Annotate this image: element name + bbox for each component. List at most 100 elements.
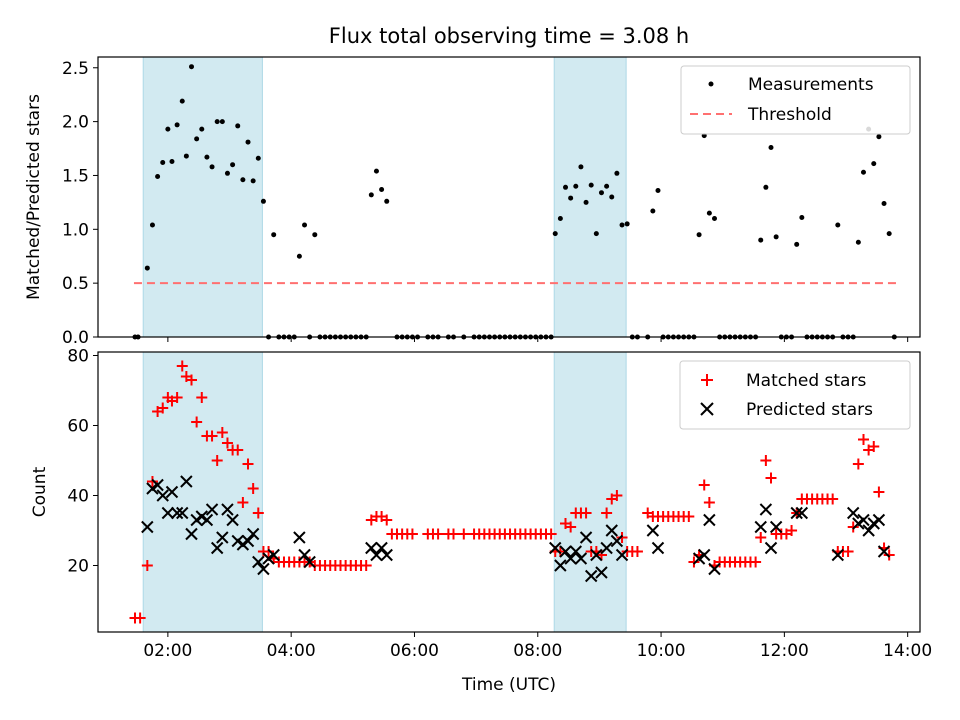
predicted-star-point [241,534,255,548]
predicted-star-point [610,534,624,548]
predicted-star-point [293,531,306,544]
measurement-point [260,198,266,204]
predicted-star-point-b [769,520,783,534]
measurement-point [169,158,175,164]
measurement-point [588,182,594,188]
matched-star-point [247,483,259,494]
matched-star-point [263,546,275,557]
matched-star-point [206,430,218,442]
measurement-point [650,208,656,214]
predicted-star-point-b [574,552,588,565]
predicted-star-point [754,520,767,534]
matched-star-point [698,479,710,491]
measurement-point [219,119,225,125]
legend-matched-label: Matched stars [746,371,866,391]
predicted-star-point [180,475,193,488]
bottom-y-label: 80 [67,347,89,367]
matched-star-point [211,455,223,466]
predicted-star-point [857,513,870,527]
predicted-star-point-b [569,545,582,558]
predicted-star-point-b [216,531,229,544]
predicted-star-point-b [795,506,809,520]
predicted-star-point [877,545,891,558]
top-y-label: 1.0 [62,220,89,240]
measurement-point [598,190,604,196]
predicted-star-point [221,503,234,516]
legend-predicted-marker [700,402,714,416]
legend-matched-plus [701,374,713,386]
matched-star-point [883,549,895,561]
matched-star-point [611,490,623,501]
matched-star-point [141,560,153,571]
measurement-point [624,221,630,227]
predicted-star-point [176,506,189,520]
top-y-axis-label: Matched/Predicted stars [24,94,44,300]
predicted-star-point-b [600,541,613,555]
matched-star-point [847,521,859,533]
measurement-point [271,232,277,238]
measurement-point [794,241,800,247]
predicted-star-point [226,513,239,527]
matched-star-point [595,549,607,561]
predicted-star-point [708,562,721,576]
predicted-star-point [303,555,316,569]
measurement-point [245,139,251,145]
predicted-star-point [200,513,214,527]
bottom-plot-frame [97,351,921,633]
measurement-point [578,164,584,170]
predicted-star-point [185,527,198,541]
matched-star-point [631,546,643,557]
matched-star-point [842,546,854,557]
predicted-star-point-b [180,475,193,488]
predicted-star-point [698,548,711,562]
predicted-star-point [574,552,588,565]
matched-star-point [448,528,460,540]
predicted-star-point [795,506,809,520]
predicted-star-point-b [156,489,169,502]
predicted-star-point-b [651,541,665,555]
measurement-point [706,210,712,216]
measurement-point [799,214,805,220]
predicted-star-point [764,541,778,555]
bottom-x-tick-label: 12:00 [760,641,809,661]
matched-star-point [186,374,198,386]
predicted-star-point [141,520,154,534]
predicted-star-point-b [141,520,154,534]
matched-star-point [252,507,264,519]
predicted-star-point [216,531,229,544]
predicted-star-point [365,541,378,555]
predicted-stars-points [141,475,891,583]
predicted-star-point [252,555,265,569]
measurement-point [250,178,256,184]
measurement-point [302,222,308,228]
predicted-star-point [569,545,582,558]
predicted-star-point-b [298,548,311,562]
legend-predicted-cross-b [700,402,714,416]
top-legend-box [680,65,911,135]
matched-star-point [873,486,885,498]
predicted-star-point-b [226,513,239,527]
bottom-y-label: 60 [67,417,89,437]
predicted-star-point-b [200,513,214,527]
measurement-point [224,170,230,176]
measurement-point [384,198,390,204]
measurement-point [379,186,385,192]
predicted-star-point [380,548,393,562]
predicted-star-point-b [872,513,886,527]
predicted-star-point [554,559,567,572]
measurement-point [712,216,717,222]
measurement-point [183,153,189,159]
predicted-star-point [559,545,572,558]
predicted-star-point-b [615,548,629,562]
measurement-point [552,231,558,237]
matched-star-point [765,472,777,484]
legend-predicted-cross [700,402,714,416]
matched-star-point [458,528,470,540]
matched-star-point [755,532,767,543]
measurement-point [655,188,661,194]
matched-star-point [827,493,839,505]
matched-stars-points [129,360,895,624]
measurement-point [189,64,195,70]
measurement-point [373,168,379,174]
predicted-star-point-b [185,527,198,541]
